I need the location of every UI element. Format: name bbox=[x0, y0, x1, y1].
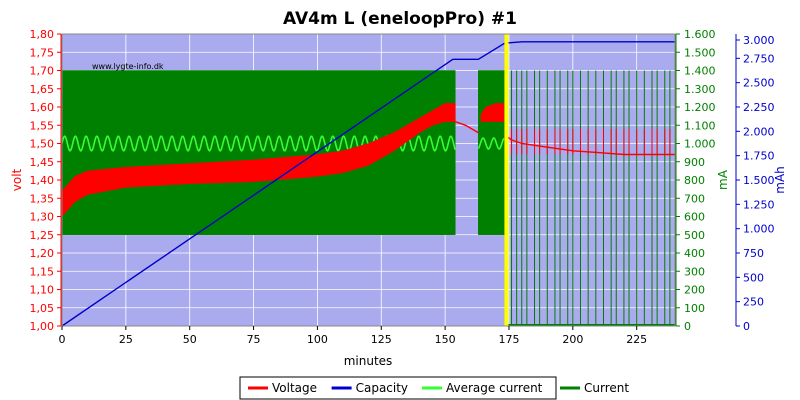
volt-tick-label: 1,55 bbox=[30, 119, 55, 132]
volt-tick-label: 1,25 bbox=[30, 229, 55, 242]
mah-tick-label: 500 bbox=[743, 271, 764, 284]
mah-axis: 0 250 500 750 1.000 1.250 1.500 1.750 2.000 2.250… bbox=[735, 34, 775, 333]
x-axis-label: minutes bbox=[344, 354, 393, 368]
charge-marker bbox=[504, 34, 509, 326]
mah-tick-label: 750 bbox=[743, 247, 764, 260]
ma-tick-label: 500 bbox=[684, 229, 705, 242]
ma-tick-label: 1.000 bbox=[684, 138, 716, 151]
x-tick-label: 125 bbox=[371, 333, 392, 346]
ma-tick-label: 700 bbox=[684, 192, 705, 205]
mah-axis-label: mAh bbox=[773, 166, 787, 194]
ma-tick-label: 0 bbox=[684, 320, 691, 333]
legend-label: Capacity bbox=[356, 381, 408, 395]
series-voltage bbox=[480, 103, 505, 122]
volt-tick-label: 1,50 bbox=[30, 138, 55, 151]
mah-tick-label: 1.750 bbox=[743, 150, 775, 163]
x-tick-label: 0 bbox=[59, 333, 66, 346]
mah-tick-label: 250 bbox=[743, 296, 764, 309]
mah-tick-label: 2.500 bbox=[743, 77, 775, 90]
x-tick-label: 100 bbox=[307, 333, 328, 346]
ma-tick-label: 800 bbox=[684, 174, 705, 187]
mah-tick-label: 2.750 bbox=[743, 52, 775, 65]
x-tick-label: 225 bbox=[626, 333, 647, 346]
mah-tick-label: 3.000 bbox=[743, 34, 775, 47]
legend-label: Average current bbox=[446, 381, 543, 395]
ma-tick-label: 1.600 bbox=[684, 28, 716, 41]
volt-tick-label: 1,65 bbox=[30, 83, 55, 96]
ma-axis-label: mA bbox=[716, 169, 730, 190]
ma-tick-label: 1.300 bbox=[684, 83, 716, 96]
ma-tick-label: 600 bbox=[684, 211, 705, 224]
x-tick-label: 150 bbox=[435, 333, 456, 346]
series-layer bbox=[61, 34, 675, 327]
volt-tick-label: 1,05 bbox=[30, 302, 55, 315]
volt-tick-label: 1,35 bbox=[30, 192, 55, 205]
volt-tick-label: 1,30 bbox=[30, 211, 55, 224]
legend-box bbox=[239, 376, 557, 400]
chart-title: AV4m L (eneloopPro) #1 bbox=[283, 9, 517, 29]
mah-tick-label: 1.250 bbox=[743, 198, 775, 211]
ma-tick-label: 400 bbox=[684, 247, 705, 260]
plot-border bbox=[61, 33, 676, 327]
volt-tick-label: 1,40 bbox=[30, 174, 55, 187]
ma-tick-label: 1.500 bbox=[684, 46, 716, 59]
series-current bbox=[478, 70, 507, 236]
volt-tick-label: 1,75 bbox=[30, 46, 55, 59]
series-average-current bbox=[477, 137, 505, 150]
x-tick-label: 50 bbox=[183, 333, 197, 346]
ma-axis: 0 100 200 300 400 500 600 700 800 900 1.000 1.100 1.… bbox=[675, 28, 716, 333]
plot-frame bbox=[61, 33, 676, 327]
ma-tick-label: 100 bbox=[684, 302, 705, 315]
x-tick-label: 75 bbox=[247, 333, 261, 346]
x-tick-label: 25 bbox=[119, 333, 133, 346]
legend-label: Voltage bbox=[272, 381, 317, 395]
legend-label: Current bbox=[584, 381, 629, 395]
mah-tick-label: 2.000 bbox=[743, 125, 775, 138]
volt-tick-label: 1,60 bbox=[30, 101, 55, 114]
ma-tick-label: 900 bbox=[684, 156, 705, 169]
volt-axis: 1,00 1,05 1,10 1,15 1,20 1,25 1,30 1,35 1,40 1,45… bbox=[30, 28, 62, 333]
volt-tick-label: 1,45 bbox=[30, 156, 55, 169]
ma-tick-label: 300 bbox=[684, 265, 705, 278]
series-capacity bbox=[61, 41, 675, 327]
series-voltage bbox=[455, 120, 479, 134]
mah-tick-label: 2.250 bbox=[743, 101, 775, 114]
legend: Voltage Capacity Average current Current bbox=[239, 376, 629, 400]
series-current bbox=[61, 70, 456, 236]
mah-tick-label: 0 bbox=[743, 320, 750, 333]
mah-tick-label: 1.000 bbox=[743, 223, 775, 236]
x-axis: 0 25 50 75 100 125 150 175 200 225 bbox=[59, 326, 647, 346]
x-tick-label: 175 bbox=[498, 333, 519, 346]
volt-tick-label: 1,15 bbox=[30, 265, 55, 278]
watermark: www.lygte-info.dk bbox=[92, 62, 164, 71]
ma-tick-label: 1.400 bbox=[684, 65, 716, 78]
volt-axis-label: volt bbox=[10, 168, 24, 191]
mah-tick-label: 1.500 bbox=[743, 174, 775, 187]
volt-tick-label: 1,20 bbox=[30, 247, 55, 260]
x-tick-label: 200 bbox=[562, 333, 583, 346]
ma-tick-label: 1.200 bbox=[684, 101, 716, 114]
volt-tick-label: 1,70 bbox=[30, 65, 55, 78]
volt-tick-label: 1,00 bbox=[30, 320, 55, 333]
volt-tick-label: 1,10 bbox=[30, 284, 55, 297]
ma-tick-label: 1.100 bbox=[684, 119, 716, 132]
volt-tick-label: 1,80 bbox=[30, 28, 55, 41]
ma-tick-label: 200 bbox=[684, 284, 705, 297]
